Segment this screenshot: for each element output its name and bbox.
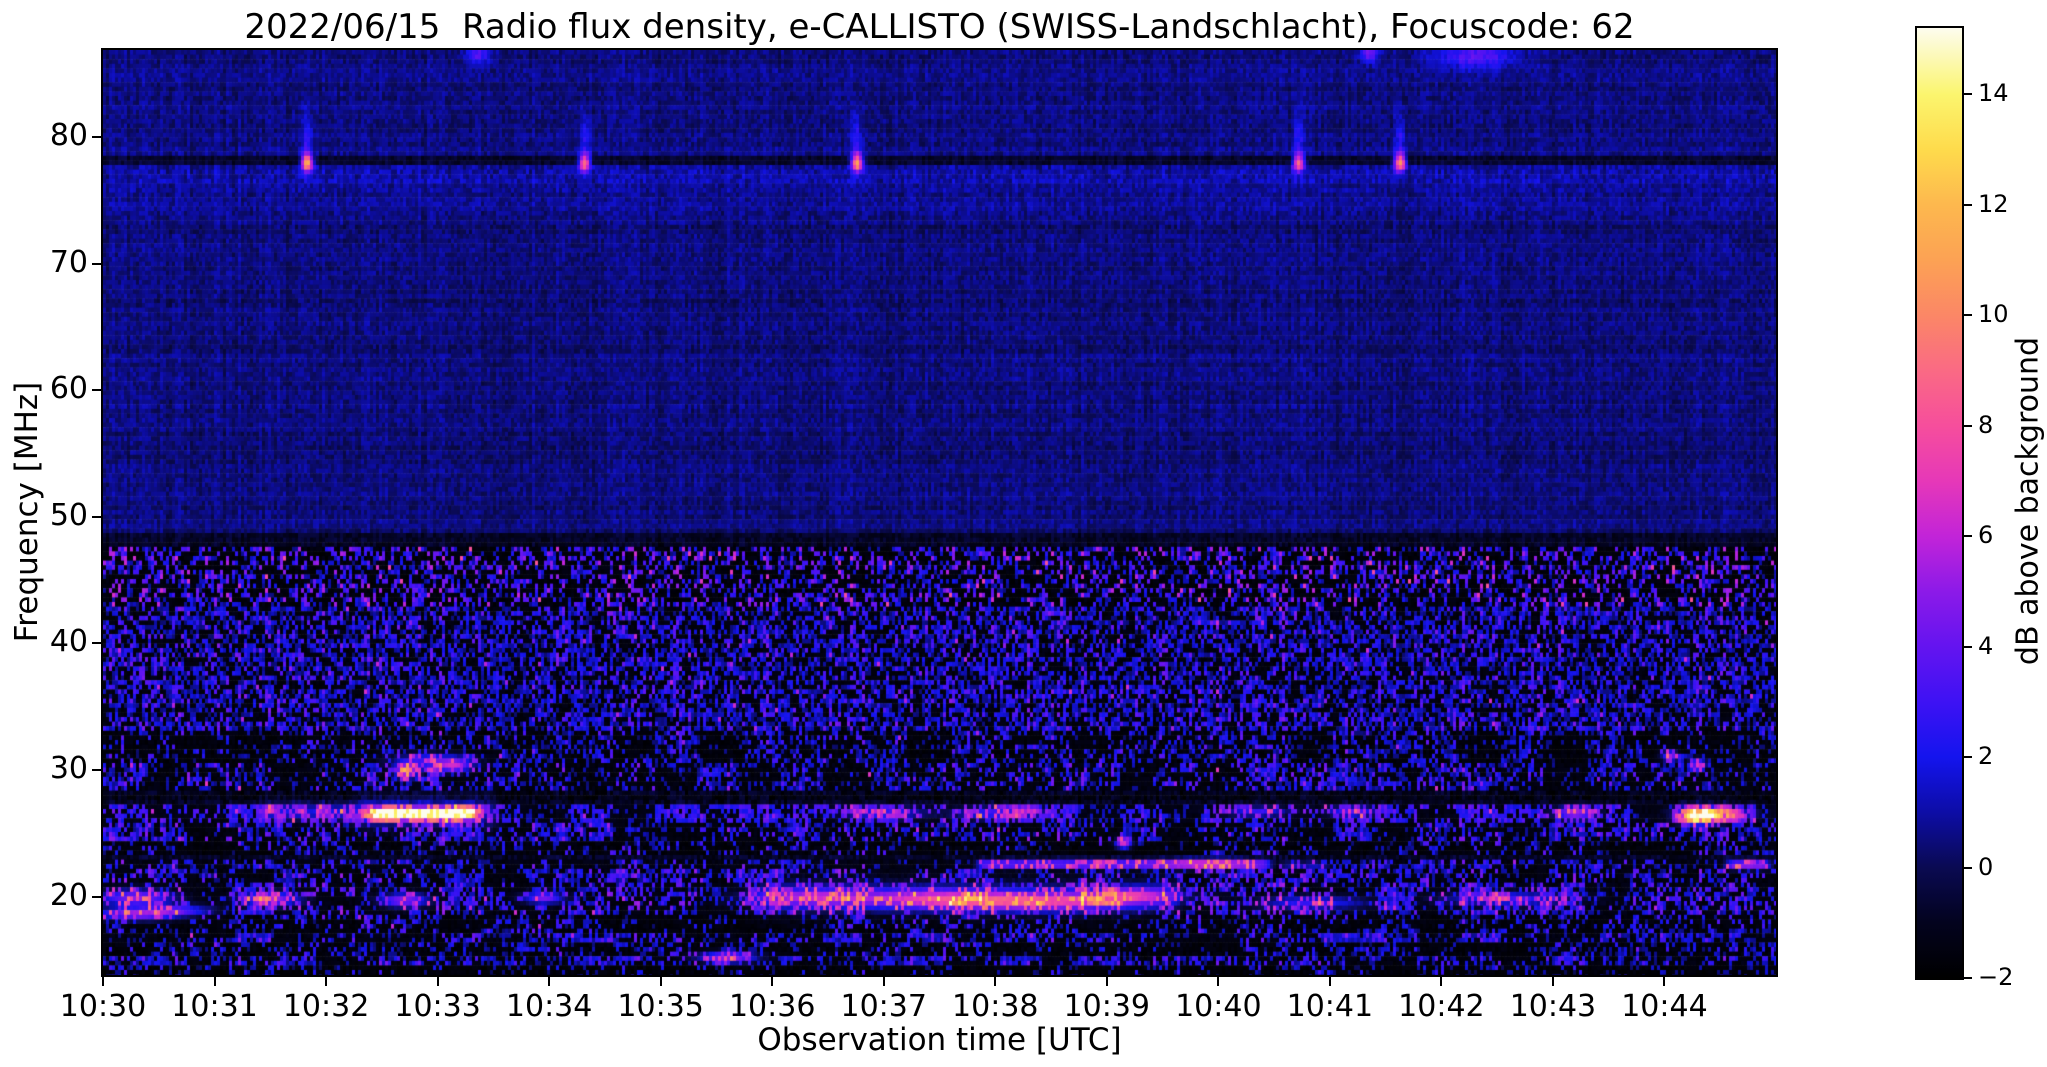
x-tick-label: 10:40 bbox=[1175, 989, 1262, 1024]
spectrogram-canvas bbox=[103, 50, 1776, 975]
y-axis-label: Frequency [MHz] bbox=[9, 381, 45, 643]
y-tick-label: 80 bbox=[49, 118, 88, 154]
x-tick-label: 10:36 bbox=[728, 989, 816, 1024]
x-tick-label: 10:38 bbox=[952, 989, 1039, 1024]
x-tick-label: 10:41 bbox=[1286, 989, 1374, 1024]
colorbar-tick-label: 8 bbox=[1978, 410, 1994, 439]
x-tick bbox=[1663, 977, 1666, 986]
x-tick-label: 10:32 bbox=[282, 989, 370, 1024]
y-tick bbox=[92, 642, 101, 645]
x-tick bbox=[548, 977, 551, 986]
x-tick-label: 10:39 bbox=[1063, 989, 1151, 1024]
colorbar-tick-label: 0 bbox=[1978, 852, 1994, 881]
colorbar-tick bbox=[1964, 535, 1972, 538]
y-tick-label: 40 bbox=[49, 624, 88, 660]
x-tick-label: 10:44 bbox=[1621, 989, 1708, 1024]
x-tick bbox=[436, 977, 439, 986]
y-tick bbox=[92, 769, 101, 771]
colorbar-gradient bbox=[1917, 28, 1962, 978]
colorbar-tick bbox=[1964, 424, 1972, 427]
y-tick-label: 60 bbox=[49, 371, 88, 407]
colorbar bbox=[1915, 26, 1964, 980]
x-tick-label: 10:37 bbox=[840, 989, 927, 1024]
y-tick-label: 50 bbox=[49, 497, 88, 533]
x-tick-label: 10:42 bbox=[1398, 989, 1485, 1024]
colorbar-tick-label: 4 bbox=[1978, 631, 1994, 660]
x-tick bbox=[213, 977, 216, 986]
colorbar-tick bbox=[1964, 203, 1972, 206]
colorbar-tick-label: 6 bbox=[1978, 521, 1994, 550]
y-tick-label: 20 bbox=[49, 877, 88, 913]
colorbar-tick-label: 2 bbox=[1978, 742, 1994, 771]
x-tick bbox=[1440, 977, 1443, 986]
colorbar-tick bbox=[1964, 866, 1972, 869]
x-tick bbox=[325, 977, 328, 986]
x-tick-label: 10:30 bbox=[59, 989, 147, 1024]
colorbar-tick-label: 14 bbox=[1978, 79, 2009, 108]
colorbar-tick-label: 10 bbox=[1978, 300, 2009, 329]
plot-area bbox=[101, 48, 1778, 977]
y-tick-label: 70 bbox=[49, 244, 88, 280]
x-tick-label: 10:34 bbox=[505, 989, 593, 1024]
colorbar-tick bbox=[1964, 93, 1972, 96]
x-tick bbox=[882, 977, 885, 986]
colorbar-tick bbox=[1964, 645, 1972, 648]
x-tick-label: 10:33 bbox=[394, 989, 481, 1024]
y-tick bbox=[92, 136, 101, 139]
y-tick bbox=[92, 515, 101, 518]
colorbar-tick-label: −2 bbox=[1978, 963, 2014, 991]
colorbar-tick-label: 12 bbox=[1978, 189, 2009, 218]
y-tick-label: 30 bbox=[49, 751, 88, 786]
x-tick bbox=[994, 977, 997, 986]
x-tick-label: 10:43 bbox=[1509, 989, 1597, 1024]
y-tick bbox=[92, 389, 101, 392]
x-tick bbox=[1551, 977, 1554, 986]
x-axis-label: Observation time [UTC] bbox=[757, 1022, 1122, 1058]
x-tick bbox=[1328, 977, 1331, 986]
x-tick bbox=[771, 977, 774, 986]
y-tick bbox=[92, 262, 101, 265]
y-tick bbox=[92, 895, 101, 898]
colorbar-label: dB above background bbox=[2010, 336, 2046, 666]
x-tick bbox=[659, 977, 662, 986]
chart-title: 2022/06/15 Radio flux density, e-CALLIST… bbox=[244, 7, 1635, 47]
colorbar-tick bbox=[1964, 977, 1972, 979]
colorbar-tick bbox=[1964, 314, 1972, 317]
x-tick-label: 10:35 bbox=[617, 989, 704, 1024]
x-tick bbox=[102, 977, 104, 986]
x-tick bbox=[1217, 977, 1220, 986]
colorbar-tick bbox=[1964, 756, 1972, 759]
x-tick-label: 10:31 bbox=[171, 989, 258, 1024]
x-tick bbox=[1105, 977, 1108, 986]
